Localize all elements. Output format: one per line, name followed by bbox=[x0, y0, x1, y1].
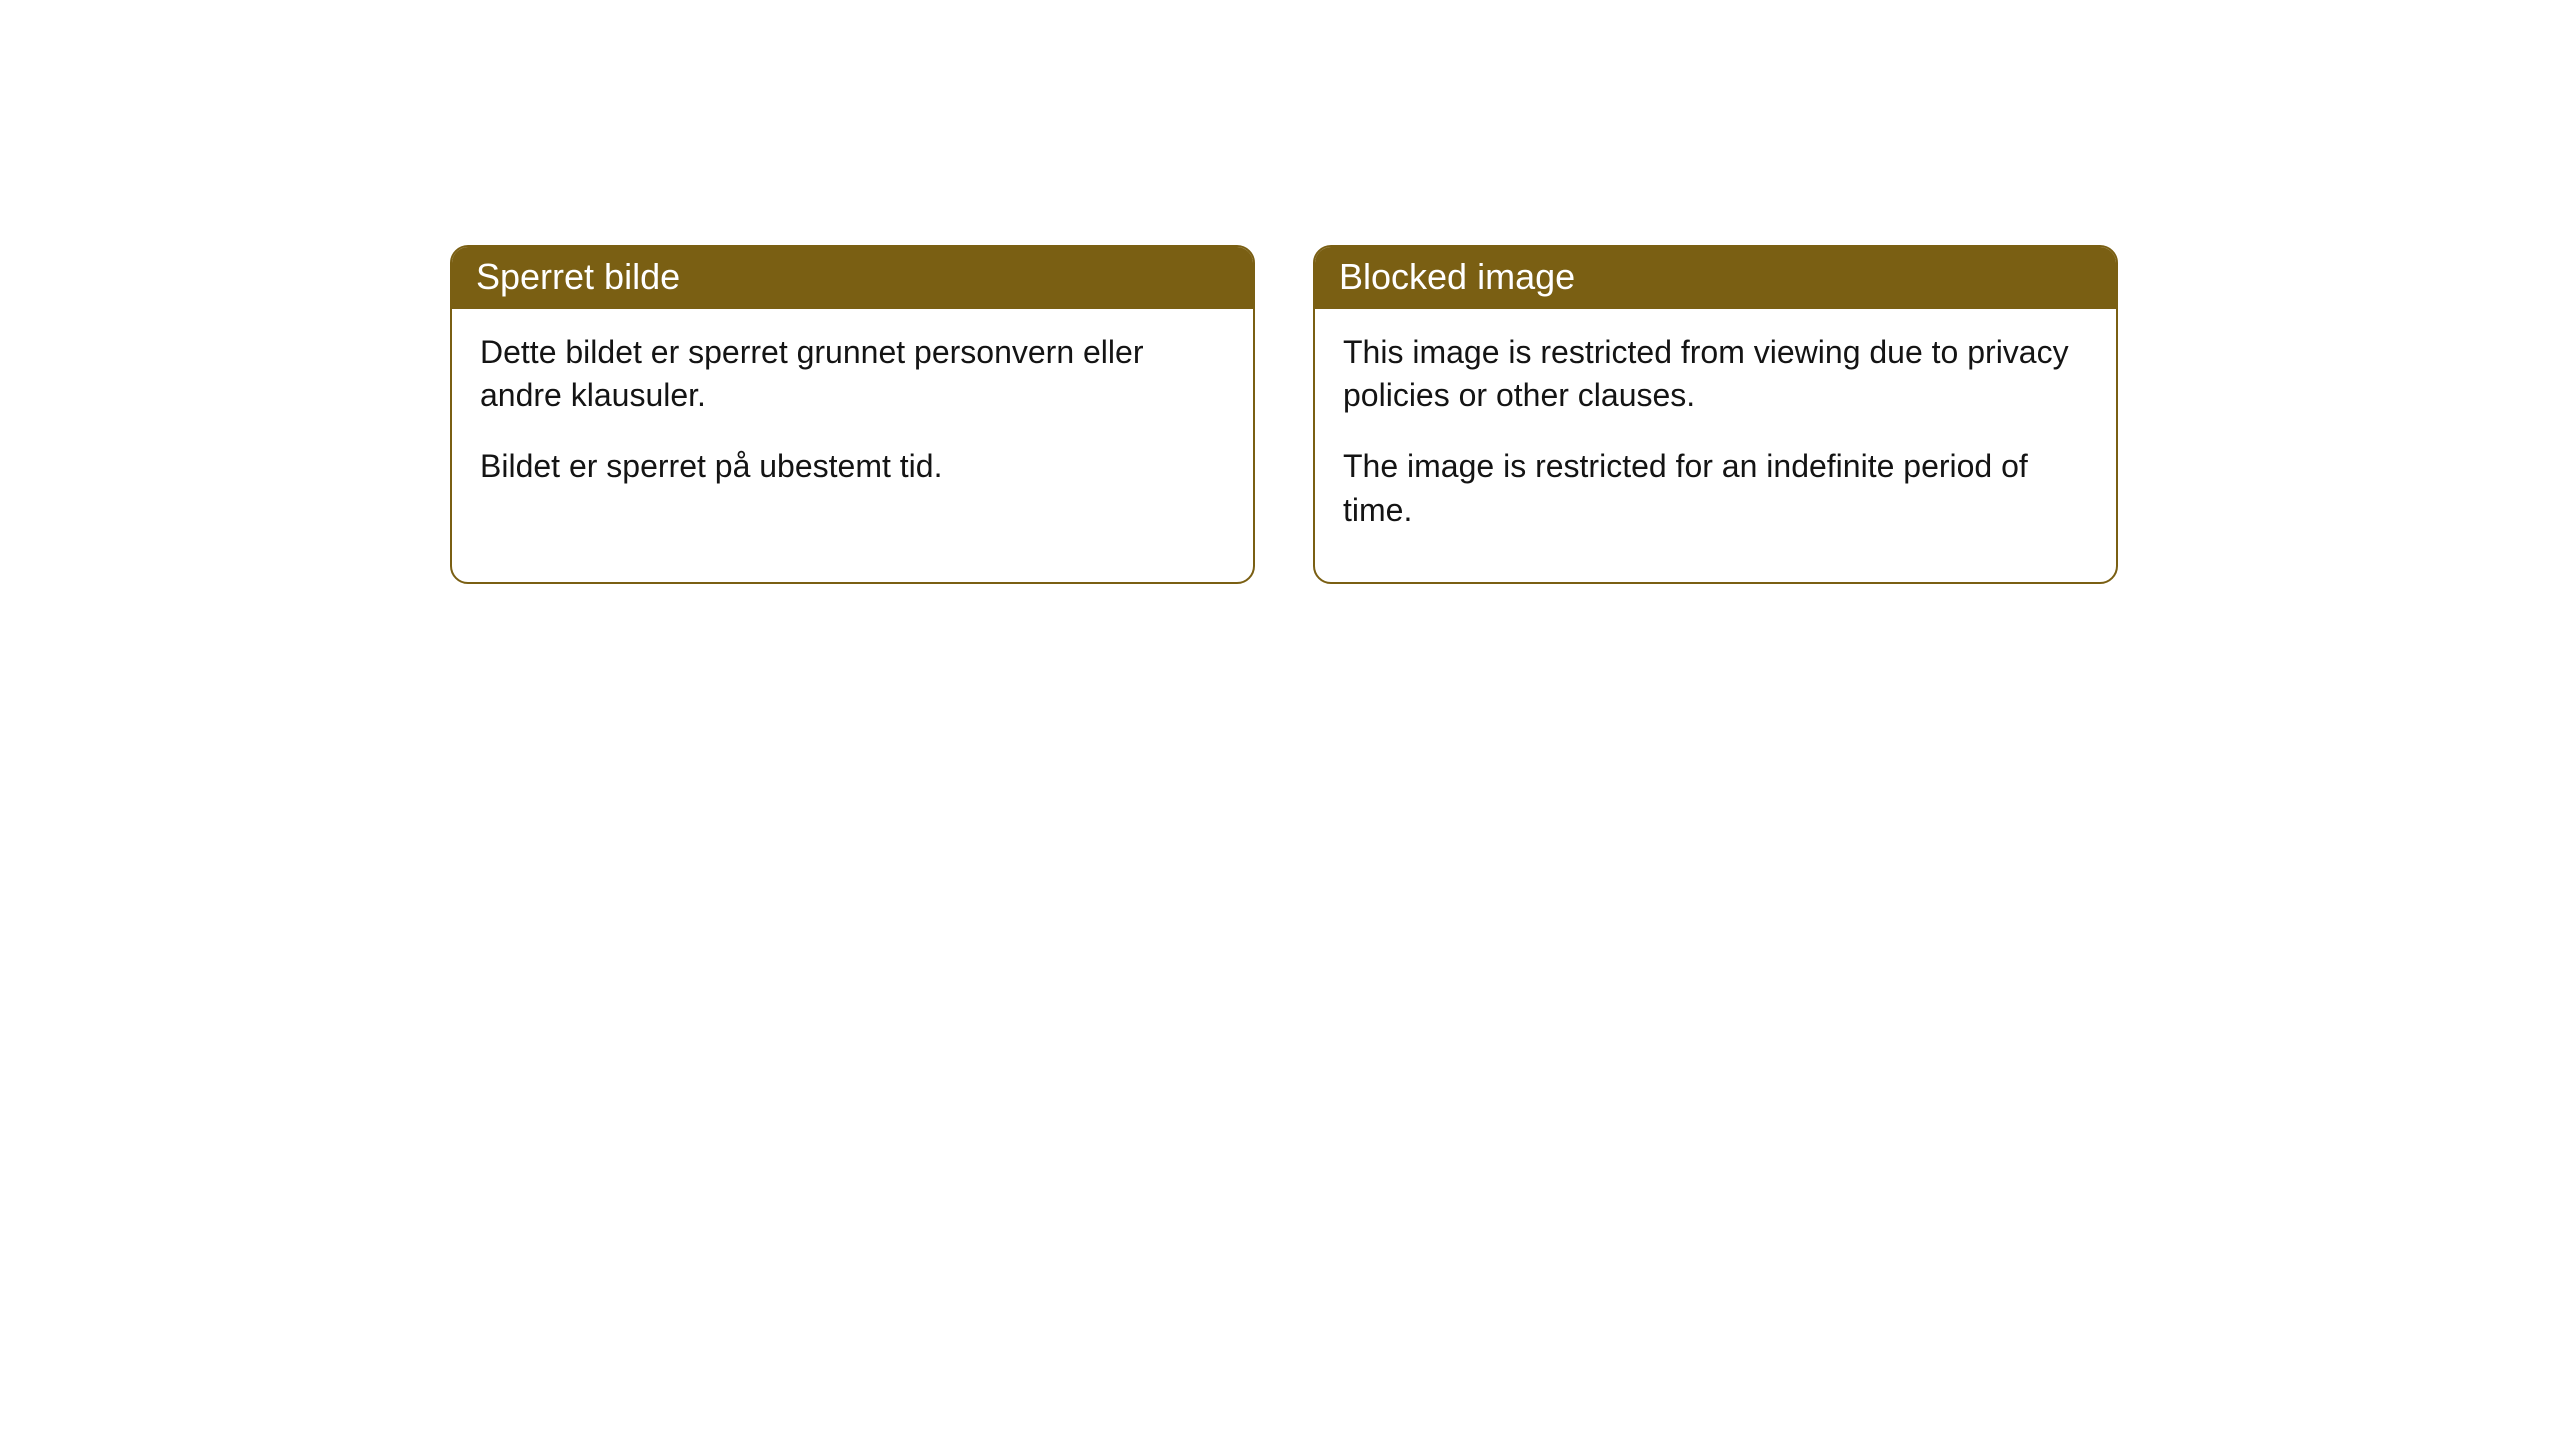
card-body-norwegian: Dette bildet er sperret grunnet personve… bbox=[452, 309, 1253, 539]
card-header-english: Blocked image bbox=[1315, 247, 2116, 309]
card-paragraph-1: Dette bildet er sperret grunnet personve… bbox=[480, 331, 1225, 417]
cards-container: Sperret bilde Dette bildet er sperret gr… bbox=[450, 245, 2560, 584]
card-paragraph-2: Bildet er sperret på ubestemt tid. bbox=[480, 445, 1225, 488]
card-paragraph-2: The image is restricted for an indefinit… bbox=[1343, 445, 2088, 531]
card-norwegian: Sperret bilde Dette bildet er sperret gr… bbox=[450, 245, 1255, 584]
card-body-english: This image is restricted from viewing du… bbox=[1315, 309, 2116, 582]
card-header-norwegian: Sperret bilde bbox=[452, 247, 1253, 309]
card-english: Blocked image This image is restricted f… bbox=[1313, 245, 2118, 584]
card-paragraph-1: This image is restricted from viewing du… bbox=[1343, 331, 2088, 417]
